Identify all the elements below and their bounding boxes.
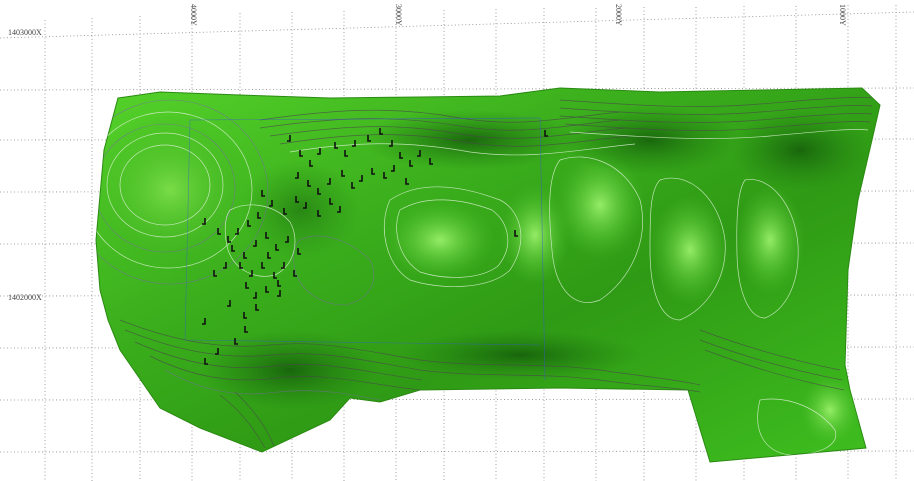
drillhole-marker-icon[interactable] xyxy=(409,160,413,167)
drillhole-marker-icon[interactable] xyxy=(223,262,227,269)
drillhole-marker-icon[interactable] xyxy=(287,135,291,142)
drillhole-marker-icon[interactable] xyxy=(217,228,221,235)
drillhole-marker-icon[interactable] xyxy=(352,140,356,147)
drillhole-markers xyxy=(202,128,548,365)
drillhole-marker-icon[interactable] xyxy=(277,280,281,287)
drillhole-marker-icon[interactable] xyxy=(285,236,289,243)
drillhole-marker-icon[interactable] xyxy=(391,165,395,172)
drillhole-marker-icon[interactable] xyxy=(297,248,301,255)
drillhole-marker-icon[interactable] xyxy=(293,270,297,277)
drillhole-marker-icon[interactable] xyxy=(269,200,273,207)
drillhole-marker-icon[interactable] xyxy=(231,245,235,252)
drillhole-marker-icon[interactable] xyxy=(202,218,206,225)
drillhole-marker-icon[interactable] xyxy=(227,300,231,307)
drillhole-marker-icon[interactable] xyxy=(367,135,371,142)
x-label-3000y: 3000Y xyxy=(394,4,403,26)
drillhole-marker-icon[interactable] xyxy=(243,252,247,259)
drillhole-marker-icon[interactable] xyxy=(277,290,281,297)
drillhole-marker-icon[interactable] xyxy=(344,150,348,157)
drillhole-marker-icon[interactable] xyxy=(244,326,248,333)
drillhole-marker-icon[interactable] xyxy=(249,270,253,277)
drillhole-marker-icon[interactable] xyxy=(227,236,231,243)
x-label-4000y: 4000Y xyxy=(189,4,198,26)
y-label-1403000: 1403000X xyxy=(8,28,42,37)
drillhole-marker-icon[interactable] xyxy=(261,190,265,197)
drillhole-marker-icon[interactable] xyxy=(383,172,387,179)
drillhole-marker-icon[interactable] xyxy=(337,206,341,213)
drillhole-marker-icon[interactable] xyxy=(341,170,345,177)
drillhole-marker-icon[interactable] xyxy=(327,178,331,185)
drillhole-marker-icon[interactable] xyxy=(303,202,307,209)
drillhole-marker-icon[interactable] xyxy=(204,358,208,365)
drillhole-marker-icon[interactable] xyxy=(247,220,251,227)
drillhole-marker-icon[interactable] xyxy=(514,230,518,237)
drillhole-marker-icon[interactable] xyxy=(309,160,313,167)
drillhole-marker-icon[interactable] xyxy=(359,175,363,182)
drillhole-marker-icon[interactable] xyxy=(273,272,277,279)
drillhole-marker-icon[interactable] xyxy=(265,286,269,293)
drillhole-marker-icon[interactable] xyxy=(265,232,269,239)
drillhole-marker-icon[interactable] xyxy=(307,180,311,187)
terrain-surface-icon[interactable] xyxy=(72,87,881,463)
drillhole-marker-icon[interactable] xyxy=(283,208,287,215)
drillhole-marker-icon[interactable] xyxy=(334,142,338,149)
drillhole-marker-icon[interactable] xyxy=(261,262,265,269)
drillhole-marker-icon[interactable] xyxy=(255,304,259,311)
drillhole-marker-icon[interactable] xyxy=(544,130,548,137)
contour-lines xyxy=(96,97,873,456)
drillhole-marker-icon[interactable] xyxy=(389,140,393,147)
drillhole-marker-icon[interactable] xyxy=(253,292,257,299)
drillhole-marker-icon[interactable] xyxy=(317,210,321,217)
drillhole-marker-icon[interactable] xyxy=(351,182,355,189)
drillhole-marker-icon[interactable] xyxy=(399,152,403,159)
survey-boundary xyxy=(184,117,546,381)
x-label-2000y: 2000Y xyxy=(614,4,623,26)
drillhole-marker-icon[interactable] xyxy=(295,172,299,179)
drillhole-marker-icon[interactable] xyxy=(267,252,271,259)
drillhole-marker-icon[interactable] xyxy=(317,148,321,155)
drillhole-marker-icon[interactable] xyxy=(202,318,206,325)
drillhole-marker-icon[interactable] xyxy=(234,338,238,345)
drillhole-marker-icon[interactable] xyxy=(253,240,257,247)
drillhole-marker-icon[interactable] xyxy=(245,282,249,289)
drillhole-marker-icon[interactable] xyxy=(329,198,333,205)
drillhole-marker-icon[interactable] xyxy=(379,128,383,135)
drillhole-marker-icon[interactable] xyxy=(371,168,375,175)
drillhole-marker-icon[interactable] xyxy=(317,188,321,195)
drillhole-marker-icon[interactable] xyxy=(295,196,299,203)
drillhole-marker-icon[interactable] xyxy=(213,270,217,277)
drillhole-marker-icon[interactable] xyxy=(257,212,261,219)
drillhole-marker-icon[interactable] xyxy=(405,178,409,185)
x-label-1000y: 1000Y xyxy=(838,4,847,26)
drillhole-marker-icon[interactable] xyxy=(239,262,243,269)
y-label-1402000: 1402000X xyxy=(8,293,42,302)
drillhole-marker-icon[interactable] xyxy=(429,158,433,165)
drillhole-marker-icon[interactable] xyxy=(281,262,285,269)
drillhole-marker-icon[interactable] xyxy=(417,150,421,157)
drillhole-marker-icon[interactable] xyxy=(275,244,279,251)
drillhole-marker-icon[interactable] xyxy=(243,312,247,319)
drillhole-marker-icon[interactable] xyxy=(299,150,303,157)
drillhole-marker-icon[interactable] xyxy=(235,228,239,235)
drillhole-marker-icon[interactable] xyxy=(215,348,219,355)
